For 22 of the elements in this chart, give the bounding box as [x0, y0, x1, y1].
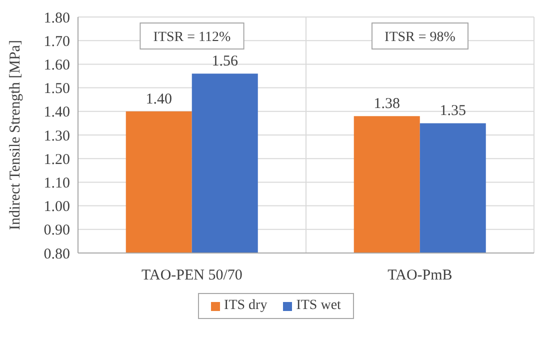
- y-tick-label: 1.30: [44, 128, 70, 144]
- y-tick-label: 1.80: [44, 10, 70, 26]
- annotation: ITSR = 98%: [384, 30, 456, 45]
- annotation: ITSR = 112%: [153, 30, 232, 45]
- y-tick-label: 1.10: [44, 176, 70, 192]
- legend-label: ITS wet: [296, 298, 341, 314]
- y-tick-label: 0.90: [44, 222, 70, 239]
- y-tick-label: 1.70: [44, 34, 70, 50]
- data-label: 1.56: [212, 54, 239, 70]
- legend-label: ITS dry: [224, 298, 268, 314]
- y-tick-label: 0.80: [44, 246, 70, 262]
- x-tick-label: TAO-PmB: [388, 268, 452, 284]
- data-label: 1.38: [374, 96, 400, 112]
- y-axis-title: Indirect Tensile Strength [MPa]: [7, 40, 24, 230]
- y-tick-label: 1.40: [44, 104, 70, 121]
- y-tick-label: 1.50: [44, 81, 70, 98]
- data-label: 1.35: [440, 103, 466, 120]
- y-tick-label: 1.60: [44, 58, 70, 74]
- y-tick-label: 1.00: [44, 199, 70, 216]
- data-label: 1.40: [146, 91, 172, 108]
- x-tick-label: TAO-PEN 50/70: [142, 268, 242, 284]
- y-tick-label: 1.20: [44, 152, 70, 168]
